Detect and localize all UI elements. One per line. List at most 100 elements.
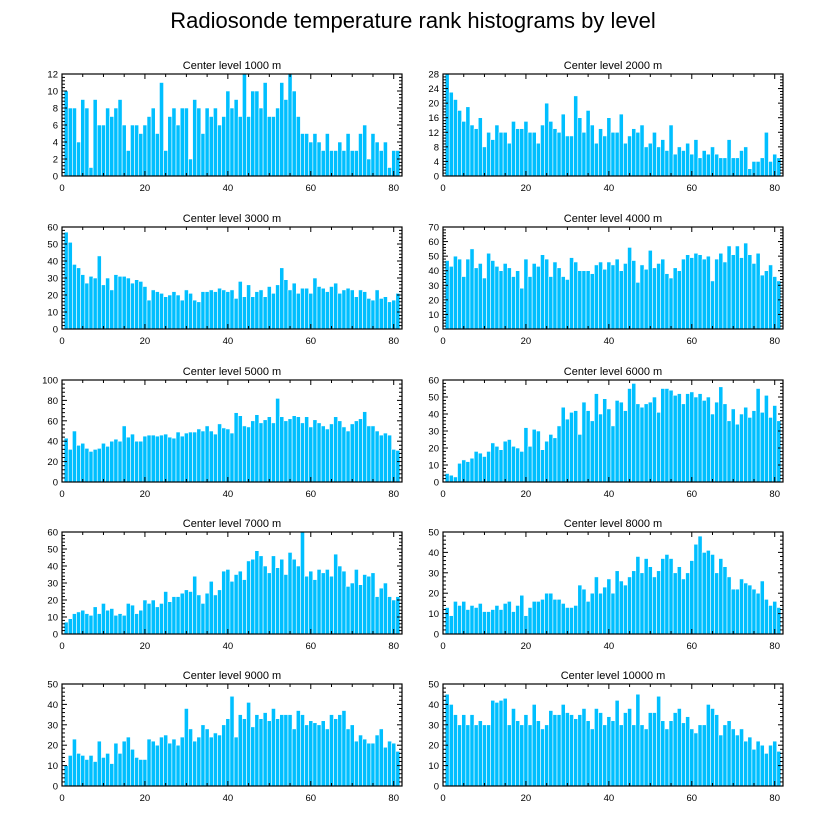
bar xyxy=(502,603,508,635)
bar xyxy=(697,393,703,483)
y-tick-label: 60 xyxy=(428,237,439,248)
bar xyxy=(217,734,222,787)
bar xyxy=(689,257,695,330)
bar xyxy=(664,728,670,787)
bar xyxy=(751,748,757,787)
bar xyxy=(84,282,90,330)
bar xyxy=(154,291,160,330)
bar xyxy=(370,425,376,483)
bar xyxy=(113,107,119,177)
bar xyxy=(581,588,587,635)
bar xyxy=(92,449,98,483)
bar xyxy=(258,289,264,330)
x-tick-label: 60 xyxy=(686,489,697,500)
bar xyxy=(329,423,334,483)
bar xyxy=(229,432,235,483)
y-tick-label: 100 xyxy=(42,376,58,387)
y-tick-label: 10 xyxy=(47,613,58,624)
bar xyxy=(179,107,185,177)
bar xyxy=(354,150,359,177)
bar xyxy=(743,146,749,177)
bar xyxy=(117,753,123,787)
bar xyxy=(552,261,558,330)
bar xyxy=(113,742,119,787)
bar xyxy=(109,763,115,787)
bar xyxy=(76,267,81,330)
bar xyxy=(511,708,516,787)
bar xyxy=(681,578,686,635)
bar xyxy=(535,142,541,177)
bar xyxy=(511,276,516,330)
bar xyxy=(482,611,487,635)
bar xyxy=(743,740,749,787)
bar xyxy=(556,425,562,483)
bar xyxy=(668,558,674,635)
bar xyxy=(121,740,127,787)
bar xyxy=(366,158,372,177)
bar xyxy=(316,422,322,483)
bar xyxy=(80,274,86,330)
bar xyxy=(204,592,210,635)
bar xyxy=(366,425,372,483)
y-tick-label: 0 xyxy=(53,478,58,489)
x-tick-label: 20 xyxy=(140,336,151,347)
bar xyxy=(391,599,397,635)
bar xyxy=(606,408,612,483)
bar xyxy=(577,714,583,787)
bar xyxy=(772,276,778,330)
bar xyxy=(469,124,475,177)
y-tick-label: 50 xyxy=(428,393,439,404)
bar xyxy=(84,613,90,635)
bar xyxy=(221,289,227,330)
bar xyxy=(610,131,616,177)
bar xyxy=(726,245,732,330)
bar xyxy=(531,131,537,177)
bar xyxy=(333,150,339,177)
bar xyxy=(250,726,256,787)
bar xyxy=(304,416,310,483)
bar xyxy=(565,607,570,635)
bar xyxy=(159,736,164,787)
bar xyxy=(635,403,641,483)
bar xyxy=(676,708,682,787)
bar xyxy=(589,728,595,787)
y-tick-label: 0 xyxy=(53,325,58,336)
bar xyxy=(84,448,90,483)
bar xyxy=(453,601,458,635)
bar xyxy=(378,298,384,330)
bar xyxy=(743,582,749,635)
bar xyxy=(192,740,198,787)
bar xyxy=(448,704,454,787)
bar xyxy=(465,258,471,330)
bar xyxy=(589,124,595,177)
bar xyxy=(714,258,720,330)
y-tick-label: 20 xyxy=(428,99,439,110)
bar xyxy=(279,267,285,330)
bar xyxy=(196,107,202,177)
bar xyxy=(540,124,545,177)
y-tick-label: 0 xyxy=(434,325,439,336)
bar xyxy=(345,133,351,177)
bar xyxy=(349,724,355,787)
bar xyxy=(681,150,686,177)
bar xyxy=(163,150,169,177)
bar xyxy=(635,693,641,787)
bar xyxy=(204,107,210,177)
bar xyxy=(308,570,314,635)
bar xyxy=(179,736,185,787)
bar xyxy=(72,264,77,330)
bar xyxy=(535,720,541,787)
bar xyxy=(759,157,765,177)
bar xyxy=(291,415,297,483)
bar xyxy=(465,609,471,635)
y-tick-label: 10 xyxy=(47,87,58,98)
bar xyxy=(125,603,131,635)
x-tick-label: 60 xyxy=(686,336,697,347)
bar xyxy=(63,765,69,787)
bar xyxy=(565,418,570,483)
bar xyxy=(627,708,632,787)
bar xyxy=(179,299,185,330)
bar xyxy=(221,570,227,635)
bar xyxy=(308,720,314,787)
